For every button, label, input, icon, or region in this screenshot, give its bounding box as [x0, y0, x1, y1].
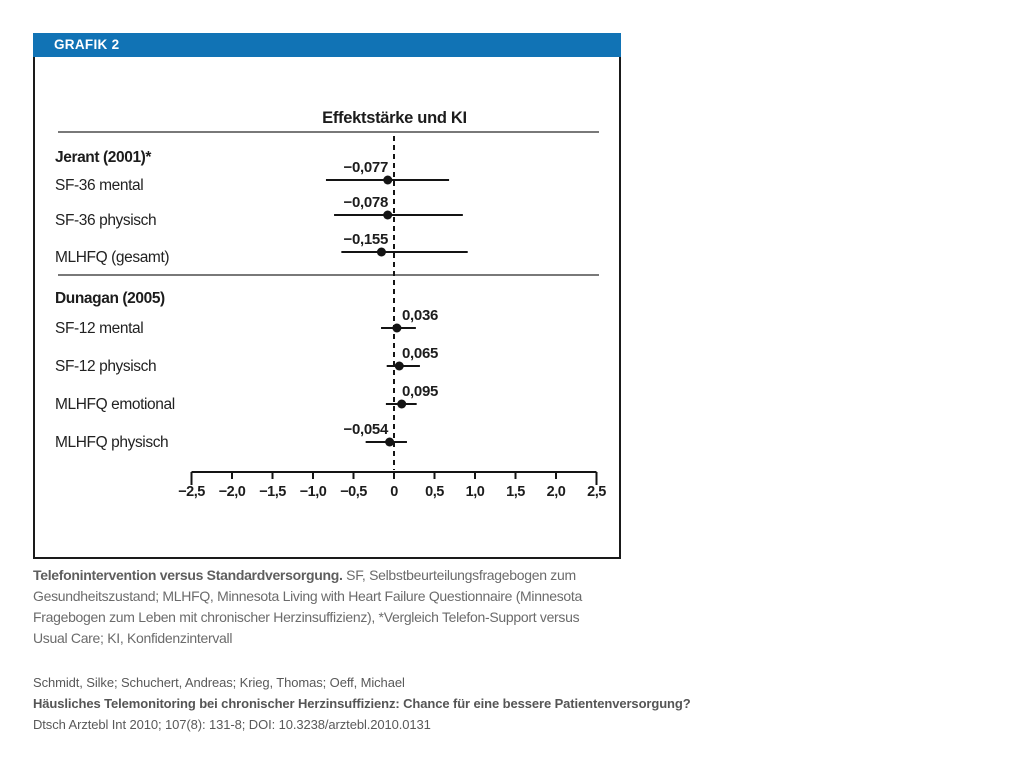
forest-plot-figure: Effektstärke und KI Jerant (2001)* SF-36 m… [33, 57, 621, 559]
row-label: MLHFQ (gesamt) [55, 249, 169, 266]
x-axis-tick-label: −0,5 [340, 484, 367, 500]
effect-value-label: −0,078 [344, 194, 389, 211]
row-label: MLHFQ physisch [55, 434, 168, 451]
citation-title: Häusliches Telemonitoring bei chronische… [33, 696, 691, 711]
effect-dot [397, 399, 407, 409]
figure-header: GRAFIK 2 [33, 33, 621, 57]
caption-line: Usual Care; KI, Konfidenzintervall [33, 630, 233, 646]
effect-dot [392, 323, 402, 333]
effect-dot [394, 361, 404, 371]
x-axis-tick-label: −2,0 [219, 484, 246, 500]
figure-caption: Telefonintervention versus Standardverso… [33, 565, 653, 649]
effect-value-label: −0,077 [344, 159, 389, 176]
effect-value-label: −0,155 [344, 231, 389, 248]
x-axis-tick-label: 0 [390, 484, 398, 500]
effect-dot [383, 175, 393, 185]
row-label: SF-36 mental [55, 177, 143, 194]
row-label: SF-12 physisch [55, 358, 156, 375]
effect-value-label: 0,095 [402, 383, 438, 400]
citation-journal: Dtsch Arztebl Int 2010; 107(8): 131-8; D… [33, 717, 431, 732]
effect-dot [383, 210, 393, 220]
group-label: Dunagan (2005) [55, 290, 165, 307]
x-axis-tick-label: 1,0 [466, 484, 485, 500]
x-axis-tick-label: 0,5 [425, 484, 444, 500]
plot-title: Effektstärke und KI [322, 109, 467, 127]
row-label: MLHFQ emotional [55, 396, 175, 413]
citation-authors: Schmidt, Silke; Schuchert, Andreas; Krie… [33, 675, 405, 690]
x-axis-tick-label: −1,5 [259, 484, 286, 500]
figure-label: GRAFIK 2 [54, 37, 120, 52]
x-axis-tick-label: −1,0 [300, 484, 327, 500]
row-label: SF-12 mental [55, 320, 143, 337]
row-label: SF-36 physisch [55, 212, 156, 229]
effect-value-label: 0,036 [402, 307, 438, 324]
group-label: Jerant (2001)* [55, 149, 152, 166]
caption-line: Gesundheitszustand; MLHFQ, Minnesota Liv… [33, 588, 582, 604]
x-axis-tick-label: 2,5 [587, 484, 606, 500]
effect-value-label: −0,054 [344, 421, 389, 438]
effect-dot [376, 247, 386, 257]
forest-plot-svg: Effektstärke und KI Jerant (2001)* SF-36 m… [55, 109, 607, 500]
citation-block: Schmidt, Silke; Schuchert, Andreas; Krie… [33, 672, 993, 735]
caption-line: Telefonintervention versus Standardverso… [33, 567, 576, 583]
x-axis-tick-label: 2,0 [547, 484, 566, 500]
x-axis-tick-label: 1,5 [506, 484, 525, 500]
effect-value-label: 0,065 [402, 345, 438, 362]
x-axis-tick-label: −2,5 [178, 484, 205, 500]
caption-line: Fragebogen zum Leben mit chronischer Her… [33, 609, 580, 625]
effect-dot [385, 437, 395, 447]
